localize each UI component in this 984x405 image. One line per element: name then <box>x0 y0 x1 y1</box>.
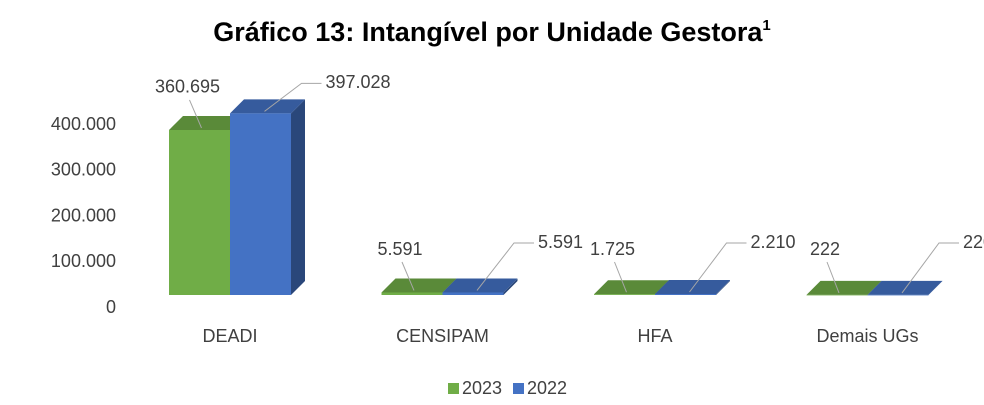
y-tick-label: 0 <box>106 297 116 317</box>
bar-front <box>230 113 291 296</box>
leader-line <box>901 242 959 294</box>
bar-top <box>169 115 244 130</box>
data-label: 220 <box>963 232 984 252</box>
leader-line <box>826 261 840 294</box>
bar-side <box>291 99 305 296</box>
bar <box>230 99 305 296</box>
x-tick-label: DEADI <box>202 326 257 346</box>
y-tick-label: 300.000 <box>51 160 116 180</box>
bar <box>442 278 518 295</box>
leader-line <box>689 242 747 293</box>
data-label: 1.725 <box>590 239 635 259</box>
bar-top <box>381 278 457 293</box>
leader-line <box>189 99 202 129</box>
x-tick-label: CENSIPAM <box>396 326 489 346</box>
bar-side <box>928 280 943 295</box>
data-label: 222 <box>810 239 840 259</box>
chart-title: Gráfico 13: Intangível por Unidade Gesto… <box>213 17 763 47</box>
bar-top <box>230 99 305 114</box>
bar-top <box>655 279 730 294</box>
bar-side <box>503 278 518 295</box>
bar <box>655 279 730 295</box>
bar-side <box>716 279 730 295</box>
data-label: 360.695 <box>155 77 220 97</box>
bar-front <box>655 293 716 295</box>
bar-front <box>169 129 230 295</box>
bar-front <box>381 292 443 295</box>
bar-top <box>806 280 882 295</box>
legend-label: 2023 <box>462 378 502 398</box>
x-tick-label: Demais UGs <box>816 326 918 346</box>
chart-title-group: Gráfico 13: Intangível por Unidade Gesto… <box>213 17 770 47</box>
title-superscript: 1 <box>762 17 770 34</box>
bar-top <box>442 278 518 293</box>
legend-swatch <box>513 383 524 394</box>
leader-line <box>264 82 322 112</box>
bar-front <box>594 294 655 295</box>
x-tick-label: HFA <box>637 326 672 346</box>
leader-line <box>476 242 534 291</box>
legend-label: 2022 <box>527 378 567 398</box>
bar <box>867 280 943 296</box>
bar-front <box>442 292 504 295</box>
data-label: 397.028 <box>326 72 391 92</box>
bar-top <box>594 280 669 295</box>
data-label: 2.210 <box>751 232 796 252</box>
bar-front <box>806 294 868 296</box>
data-label: 5.591 <box>377 239 422 259</box>
data-label: 5.591 <box>538 232 583 252</box>
leader-line <box>401 261 415 291</box>
bar-front <box>867 294 929 296</box>
legend-swatch <box>448 383 459 394</box>
y-tick-label: 100.000 <box>51 251 116 271</box>
y-tick-label: 400.000 <box>51 114 116 134</box>
y-tick-label: 200.000 <box>51 205 116 225</box>
leader-line <box>614 261 627 293</box>
bar-top <box>867 280 943 295</box>
